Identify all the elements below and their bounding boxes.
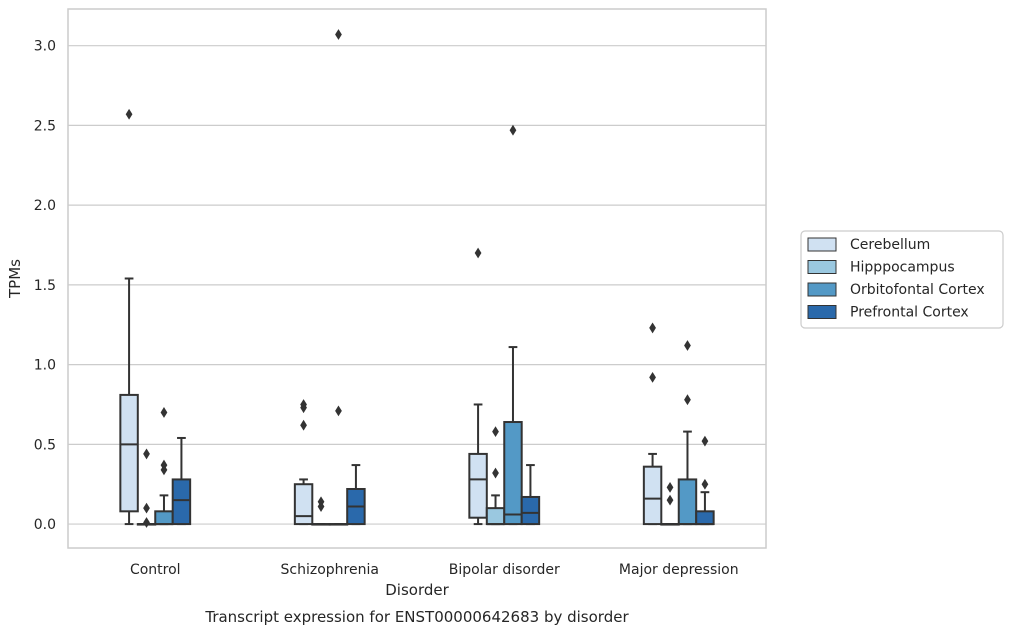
x-axis-label: Disorder — [385, 581, 449, 599]
outlier-point — [143, 502, 150, 514]
outlier-point — [666, 482, 674, 493]
box-group — [346, 464, 366, 526]
outlier-point — [335, 405, 342, 417]
box — [293, 483, 314, 526]
outlier-point — [125, 108, 133, 120]
box — [503, 421, 523, 526]
legend: Cerebellum Hipppocampus Orbitofontal Corte… — [800, 230, 1004, 329]
legend-swatch — [807, 260, 837, 274]
box-group — [695, 435, 715, 526]
legend-label: Cerebellum — [850, 237, 930, 253]
y-axis-label: TPMs — [6, 259, 24, 299]
box — [468, 452, 488, 519]
box — [520, 495, 541, 526]
y-tick-label: 0.5 — [34, 437, 56, 453]
outlier-point — [317, 496, 325, 508]
grid-lines — [68, 45, 766, 525]
legend-frame — [800, 230, 1004, 329]
outlier-point — [701, 478, 709, 490]
outlier-point — [160, 459, 168, 471]
y-tick-label: 2.5 — [34, 118, 56, 134]
plot-frame — [67, 8, 767, 549]
legend-item: Prefrontal Cortex — [807, 305, 969, 321]
box — [154, 510, 174, 526]
outlier-point — [509, 124, 517, 136]
legend-item: Orbitofontal Cortex — [807, 282, 985, 298]
outlier-point — [300, 399, 307, 410]
outlier-point — [474, 247, 482, 259]
outlier-point — [701, 435, 709, 447]
box-group — [154, 407, 174, 526]
chart-caption: Transcript expression for ENST0000064268… — [204, 608, 629, 626]
box — [171, 478, 192, 526]
box-group — [660, 482, 680, 526]
box-group — [468, 247, 488, 526]
box — [119, 393, 139, 513]
outlier-point — [684, 340, 691, 351]
legend-label: Orbitofontal Cortex — [850, 282, 985, 298]
outlier-point — [492, 426, 499, 437]
box — [642, 465, 663, 526]
legend-label: Hipppocampus — [850, 260, 955, 276]
box-group — [311, 496, 331, 526]
box-group — [119, 108, 139, 526]
box-group — [485, 426, 506, 526]
x-axis-ticks: Control Schizophrenia Bipolar disorder Majo… — [130, 562, 739, 578]
legend-swatch — [807, 305, 837, 319]
outlier-point — [649, 371, 656, 383]
box-group — [520, 464, 541, 526]
box-group — [293, 399, 314, 526]
y-tick-label: 1.5 — [34, 278, 56, 294]
y-tick-label: 0.0 — [34, 517, 56, 533]
legend-swatch — [807, 282, 837, 297]
x-tick-label: Bipolar disorder — [449, 562, 560, 578]
outlier-point — [666, 494, 674, 506]
box-group — [677, 340, 698, 526]
box-group — [136, 448, 157, 528]
y-axis-ticks: 0.0 0.5 1.0 1.5 2.0 2.5 3.0 — [34, 39, 56, 533]
box — [695, 510, 715, 526]
box — [677, 478, 698, 526]
outlier-point — [143, 448, 150, 460]
box-group — [642, 322, 663, 526]
y-tick-label: 3.0 — [34, 39, 56, 55]
legend-item: Cerebellum — [807, 237, 930, 253]
outlier-point — [649, 322, 656, 334]
box-plot-marks — [119, 29, 715, 528]
legend-swatch — [807, 237, 837, 252]
box-group — [503, 124, 523, 526]
box-group — [171, 436, 192, 526]
legend-label: Prefrontal Cortex — [850, 305, 969, 321]
outlier-point — [492, 467, 499, 479]
outlier-point — [300, 419, 307, 431]
x-tick-label: Major depression — [619, 562, 739, 578]
outlier-point — [160, 407, 168, 418]
x-tick-label: Schizophrenia — [281, 562, 379, 578]
y-tick-label: 2.0 — [34, 198, 56, 214]
x-tick-label: Control — [130, 562, 181, 578]
legend-item: Hipppocampus — [807, 260, 955, 276]
outlier-point — [143, 517, 150, 528]
y-tick-label: 1.0 — [34, 358, 56, 374]
outlier-point — [684, 394, 691, 406]
box-group — [328, 29, 349, 526]
outlier-point — [335, 29, 342, 40]
box — [485, 507, 506, 526]
